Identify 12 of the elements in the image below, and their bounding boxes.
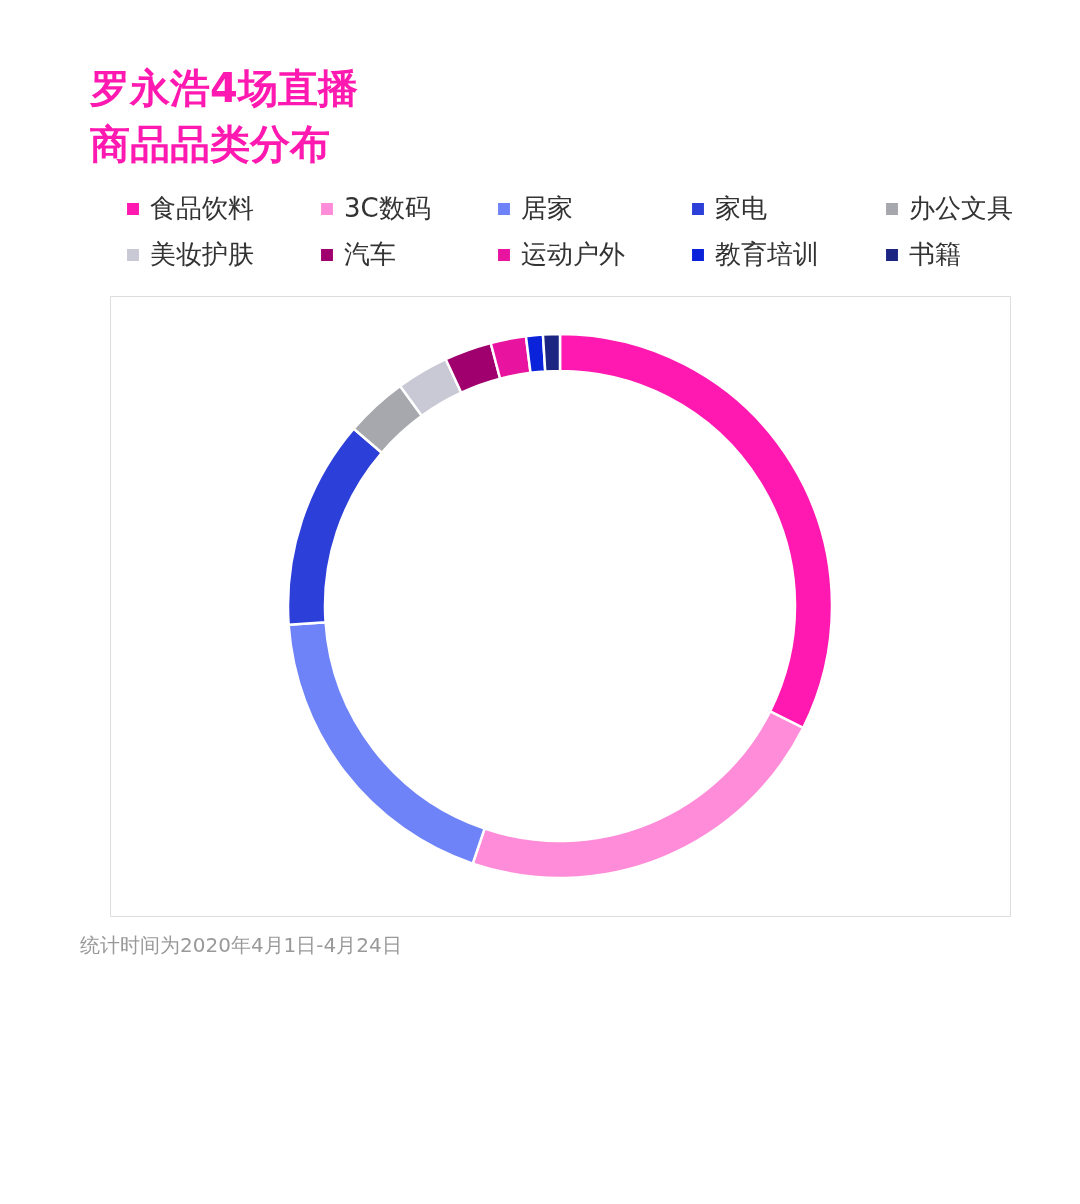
legend-label: 运动户外 — [521, 239, 625, 269]
text: 统计时间为2020年4月1日-4月24日 — [80, 933, 402, 957]
chart-title: 罗永浩4场直播商品品类分布 — [89, 65, 358, 167]
legend-label: 书籍 — [909, 239, 961, 269]
legend-label: 食品饮料 — [150, 193, 254, 223]
legend-label: 美妆护肤 — [150, 239, 254, 269]
legend-label: 3C数码 — [344, 193, 431, 223]
legend-label: 汽车 — [344, 239, 396, 269]
legend-label: 教育培训 — [715, 239, 819, 269]
legend-label: 办公文具 — [909, 193, 1013, 223]
legend-label: 家电 — [715, 193, 767, 223]
legend-label: 居家 — [521, 193, 573, 223]
